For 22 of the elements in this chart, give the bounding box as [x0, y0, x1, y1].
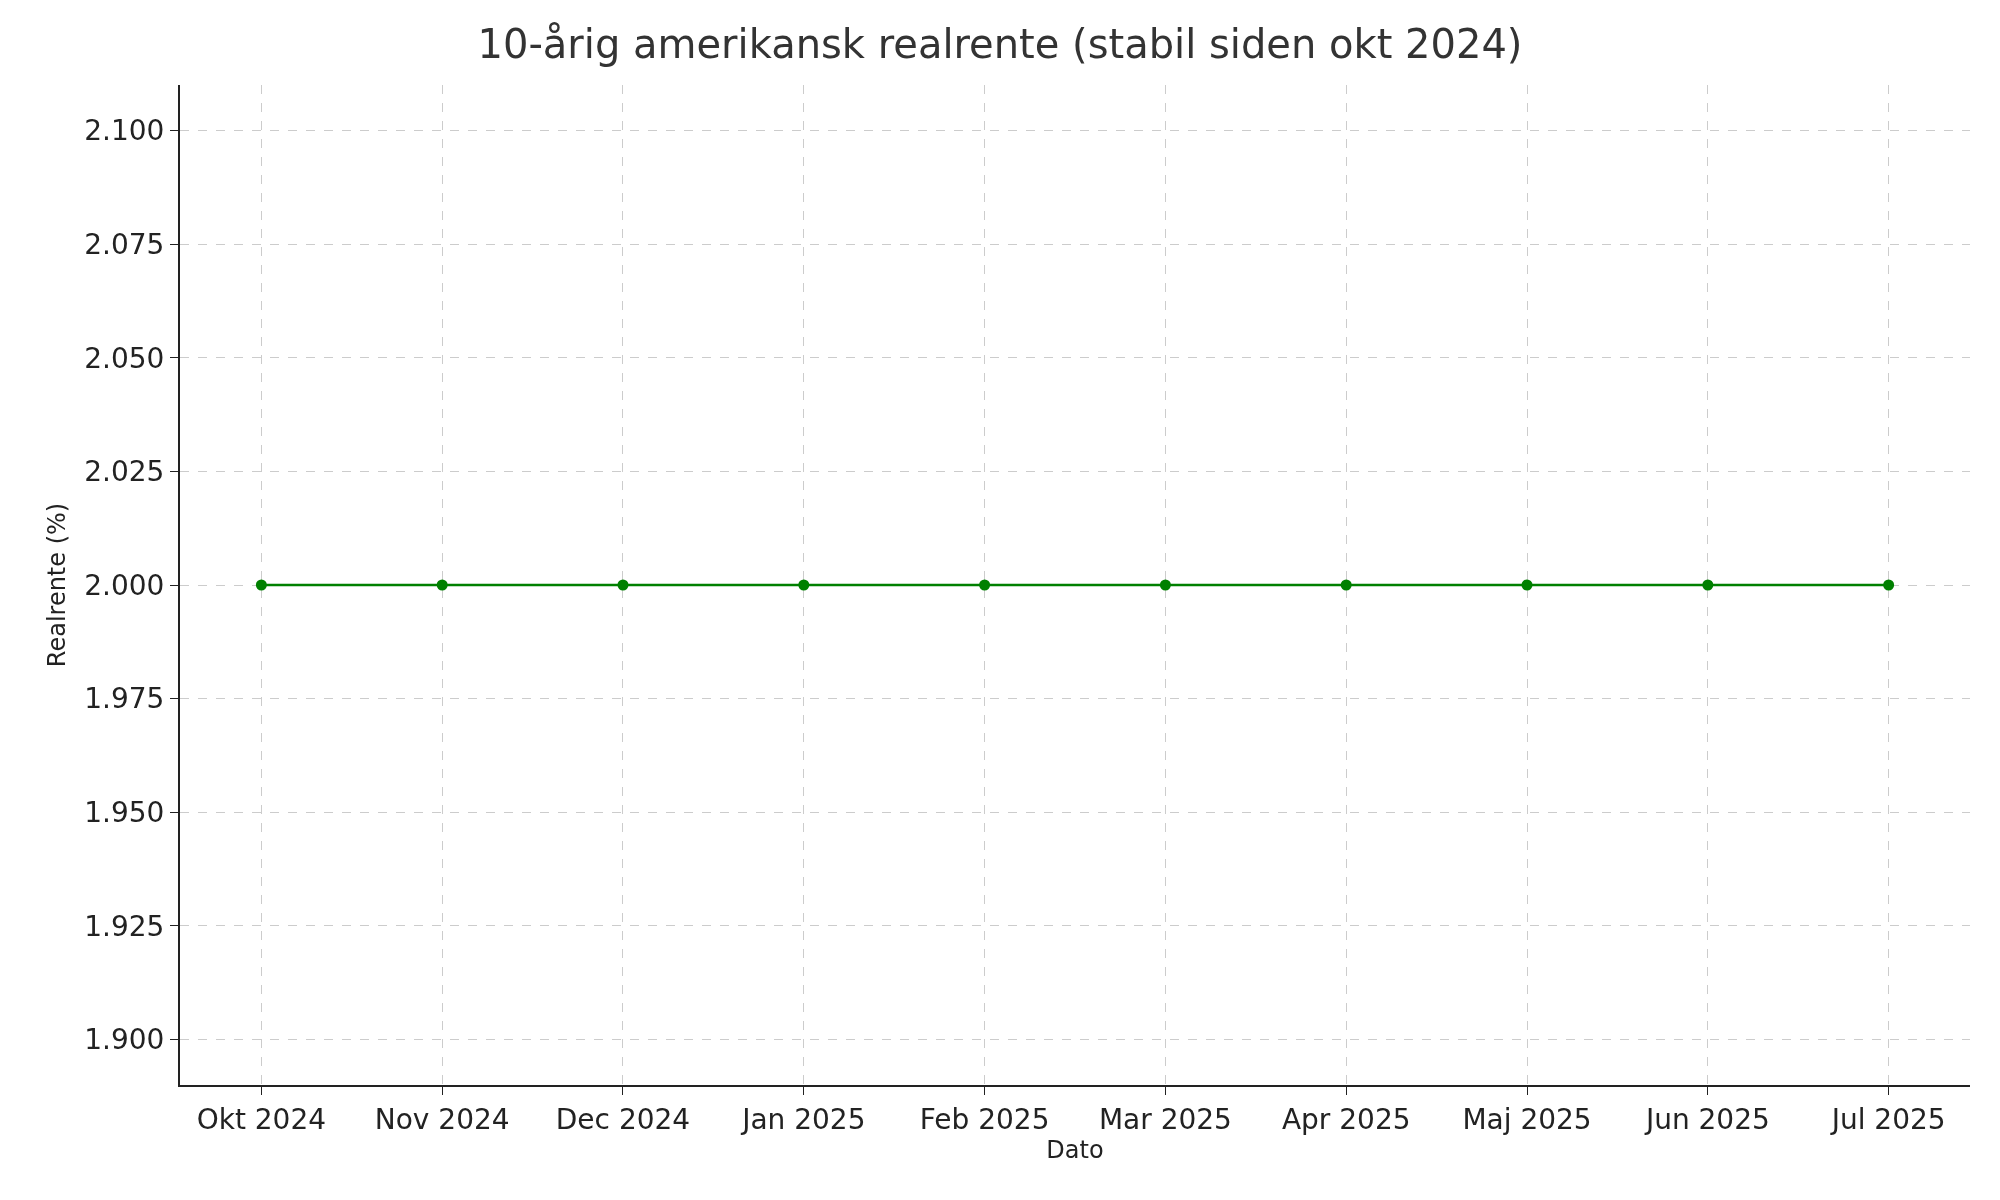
x-tick-label: Nov 2024: [374, 1102, 510, 1136]
x-tick-label: Dec 2024: [555, 1102, 691, 1136]
y-tick-label: 1.925: [84, 909, 165, 943]
y-tick-label: 2.050: [84, 341, 165, 375]
y-tick-label: 1.900: [84, 1023, 165, 1057]
y-axis-title: Realrente (%): [42, 502, 71, 668]
y-tick-label: 1.975: [84, 682, 165, 716]
x-tick-label: Jul 2025: [1829, 1102, 1946, 1136]
x-tick-label: Mar 2025: [1098, 1102, 1232, 1136]
x-tick-label: Okt 2024: [196, 1102, 327, 1136]
y-tick-label: 2.025: [84, 455, 165, 489]
y-tick-label: 2.075: [84, 227, 165, 261]
x-tick-label: Jan 2025: [740, 1102, 866, 1136]
x-axis-title: Dato: [1046, 1135, 1104, 1164]
x-tick-label: Maj 2025: [1462, 1102, 1592, 1136]
x-tick-label: Feb 2025: [919, 1102, 1050, 1136]
x-tick-label: Jun 2025: [1643, 1102, 1770, 1136]
x-tick-label: Apr 2025: [1281, 1102, 1411, 1136]
y-tick-label: 2.000: [84, 568, 165, 602]
chart-title: 10-årig amerikansk realrente (stabil siden okt 2024): [477, 21, 1523, 67]
y-tick-label: 2.100: [84, 114, 165, 148]
y-tick-label: 1.950: [84, 796, 165, 830]
